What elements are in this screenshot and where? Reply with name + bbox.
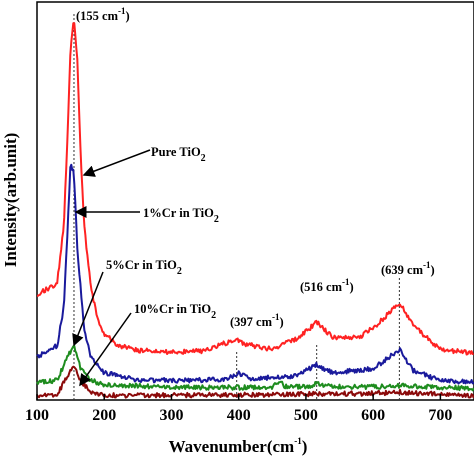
series-label-1: 1%Cr in TiO2 [143, 206, 219, 225]
series-label-0: Pure TiO2 [151, 145, 206, 164]
peak-marker-lines [73, 14, 400, 400]
peak-label-155: (155 cm-1) [76, 6, 130, 23]
series-line-3 [36, 365, 474, 399]
x-tick-label: 400 [227, 407, 251, 424]
x-tick-label: 500 [294, 407, 318, 424]
series-line-2 [36, 344, 474, 392]
series-label-2: 5%Cr in TiO2 [106, 258, 182, 277]
x-tick-label: 100 [25, 407, 49, 424]
x-axis-ticks: 100 200 300 400 500 600 700 [25, 394, 452, 424]
annotation-arrow [82, 149, 151, 177]
annotation-arrow [79, 312, 132, 387]
peak-label-639: (639 cm-1) [381, 260, 435, 277]
x-tick-label: 300 [159, 407, 183, 424]
annotation-arrow [72, 271, 104, 347]
series-label-3: 10%Cr in TiO2 [134, 302, 216, 321]
x-tick-label: 600 [361, 407, 385, 424]
y-axis-title: Intensity(arb.unit) [1, 133, 20, 268]
series-line-0 [37, 22, 474, 356]
peak-label-516: (516 cm-1) [300, 277, 354, 294]
series-line-1 [36, 163, 474, 385]
x-tick-label: 700 [428, 407, 452, 424]
x-tick-label: 200 [92, 407, 116, 424]
series-lines [36, 22, 474, 399]
plot-frame [36, 1, 474, 401]
annotations: (155 cm-1) (397 cm-1) (516 cm-1) (639 cm-1)… [72, 6, 435, 387]
x-axis-title: Wavenumber(cm-1) [169, 436, 308, 456]
peak-label-397: (397 cm-1) [230, 312, 284, 329]
